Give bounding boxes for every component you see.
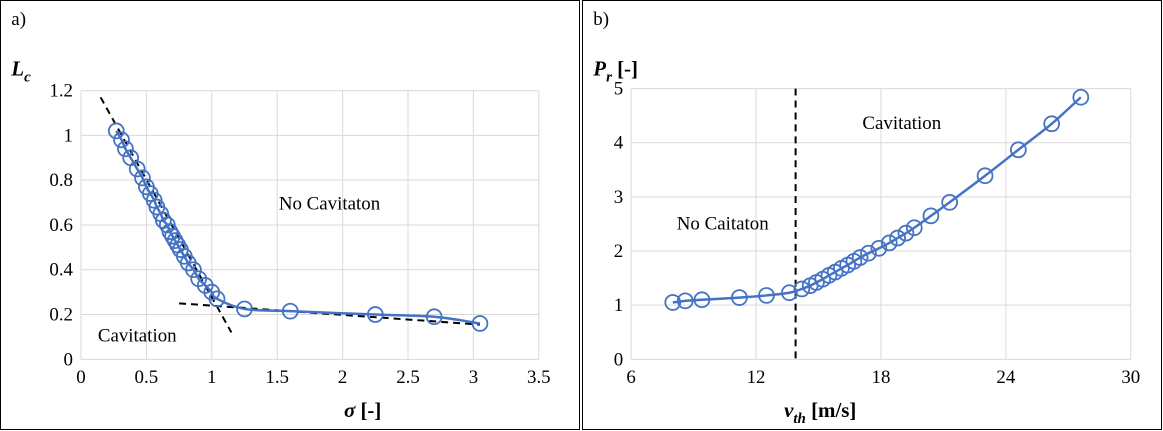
y-tick-label: 1.2 xyxy=(49,81,73,102)
data-point xyxy=(281,302,299,320)
panel-label: b) xyxy=(593,9,609,30)
y-axis-symbol: L xyxy=(10,57,24,81)
y-tick-label: 4 xyxy=(614,133,624,154)
x-axis-symbol: σ xyxy=(344,398,356,422)
y-axis-unit: [-] xyxy=(612,57,638,81)
y-tick-label: 0 xyxy=(614,349,623,370)
x-axis-subscript: th xyxy=(793,411,805,427)
region-annotation: No Cavitaton xyxy=(279,193,381,214)
data-point xyxy=(185,261,202,279)
data-point xyxy=(731,289,748,306)
data-point xyxy=(976,167,994,185)
x-tick-label: 6 xyxy=(626,367,635,388)
data-point xyxy=(897,224,915,242)
chart-a-svg: a) 0 0.2 0.4 0.6 0.8 1 1.2 0 0.5 1 1.5 2 2.5 3 3.5 No Ca… xyxy=(10,9,551,422)
data-point xyxy=(860,244,877,262)
y-axis-label: Lc xyxy=(10,57,31,86)
data-point xyxy=(905,219,923,237)
x-tick-label: 12 xyxy=(747,367,766,388)
x-tick-label: 18 xyxy=(872,367,891,388)
data-point xyxy=(1043,115,1061,133)
data-point xyxy=(366,306,384,323)
data-point xyxy=(851,249,869,266)
x-tick-label: 2.5 xyxy=(396,367,420,388)
x-axis-symbol: v xyxy=(784,398,794,422)
data-point xyxy=(693,291,711,309)
x-axis-unit: [m/s] xyxy=(806,398,856,422)
y-tick-label: 2 xyxy=(614,241,623,262)
data-point xyxy=(1072,88,1090,106)
data-point xyxy=(236,300,253,318)
data-point xyxy=(425,308,443,326)
region-annotation: Cavitation xyxy=(98,325,177,346)
x-axis-label: vth [m/s] xyxy=(784,398,856,427)
y-axis-subscript: c xyxy=(24,70,31,86)
data-point xyxy=(676,292,694,310)
x-tick-label: 3.5 xyxy=(527,367,551,388)
x-tick-label: 0.5 xyxy=(135,367,159,388)
x-tick-label: 0 xyxy=(76,367,85,388)
data-point xyxy=(758,287,775,304)
data-point xyxy=(134,169,151,187)
data-point xyxy=(128,160,146,178)
chart-panel-b: b) 0 1 2 3 4 5 6 12 18 24 30 Cavitation No Caitaton Pr… xyxy=(582,0,1162,430)
x-tick-label: 24 xyxy=(996,367,1015,388)
data-point xyxy=(471,315,489,332)
x-tick-label: 2 xyxy=(338,367,347,388)
data-point xyxy=(113,131,130,149)
data-point xyxy=(107,122,125,140)
y-axis-subscript: r xyxy=(606,70,612,86)
data-point xyxy=(208,290,226,308)
data-point xyxy=(880,234,898,252)
region-annotation: Cavitation xyxy=(862,113,941,134)
y-tick-label: 0.8 xyxy=(49,170,73,191)
data-point xyxy=(664,294,682,311)
y-tick-label: 1 xyxy=(64,125,73,146)
y-tick-label: 0.4 xyxy=(49,260,73,281)
data-point xyxy=(117,140,134,158)
y-tick-label: 0.6 xyxy=(49,215,73,236)
x-tick-label: 30 xyxy=(1121,367,1140,388)
x-axis-label: σ [-] xyxy=(344,398,381,422)
y-tick-label: 5 xyxy=(614,79,623,100)
series-line xyxy=(672,96,1082,304)
data-point xyxy=(1010,141,1027,159)
data-point xyxy=(870,239,888,257)
y-tick-label: 0.2 xyxy=(49,305,73,326)
chart-panel-a: a) 0 0.2 0.4 0.6 0.8 1 1.2 0 0.5 1 1.5 2 2.5 3 3.5 No Ca… xyxy=(0,0,580,430)
x-tick-label: 1.5 xyxy=(265,367,289,388)
y-tick-label: 1 xyxy=(614,295,623,316)
region-annotation: No Caitaton xyxy=(677,213,769,234)
panel-label: a) xyxy=(11,9,26,30)
y-axis-label: Pr [-] xyxy=(592,57,638,86)
y-tick-label: 3 xyxy=(614,187,623,208)
data-point xyxy=(780,284,798,302)
y-tick-label: 0 xyxy=(64,349,73,370)
data-point xyxy=(793,280,811,298)
trend-line xyxy=(179,302,481,326)
x-tick-label: 3 xyxy=(469,367,478,388)
data-point xyxy=(889,229,906,247)
y-axis-symbol: P xyxy=(592,57,606,81)
series-line xyxy=(115,130,481,325)
trend-line xyxy=(99,96,233,333)
x-tick-label: 1 xyxy=(207,367,216,388)
data-point xyxy=(941,193,959,211)
data-point xyxy=(922,207,940,225)
x-axis-unit: [-] xyxy=(355,398,381,422)
